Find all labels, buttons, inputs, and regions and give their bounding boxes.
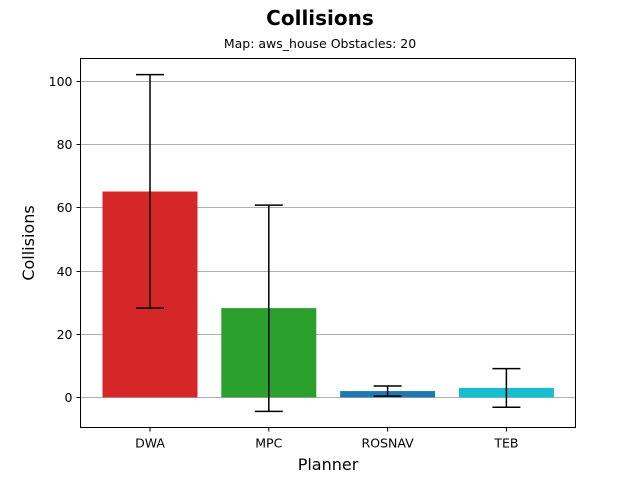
chart-subtitle: Map: aws_house Obstacles: 20 (223, 36, 417, 51)
y-tick-label: 80 (57, 137, 73, 152)
x-axis-label: Planner (298, 455, 359, 474)
y-axis-label: Collisions (19, 205, 38, 280)
y-tick-label: 40 (57, 264, 73, 279)
x-tick-label: DWA (135, 436, 165, 451)
y-tick-label: 20 (57, 327, 73, 342)
x-tick-label: TEB (493, 436, 518, 451)
x-tick-label: MPC (255, 436, 282, 451)
y-tick-label: 100 (49, 74, 73, 89)
x-tick-label: ROSNAV (362, 436, 415, 451)
y-tick-label: 60 (57, 200, 73, 215)
y-tick-label: 0 (65, 390, 73, 405)
chart-title: Collisions (266, 6, 374, 30)
plot-frame (80, 58, 576, 428)
